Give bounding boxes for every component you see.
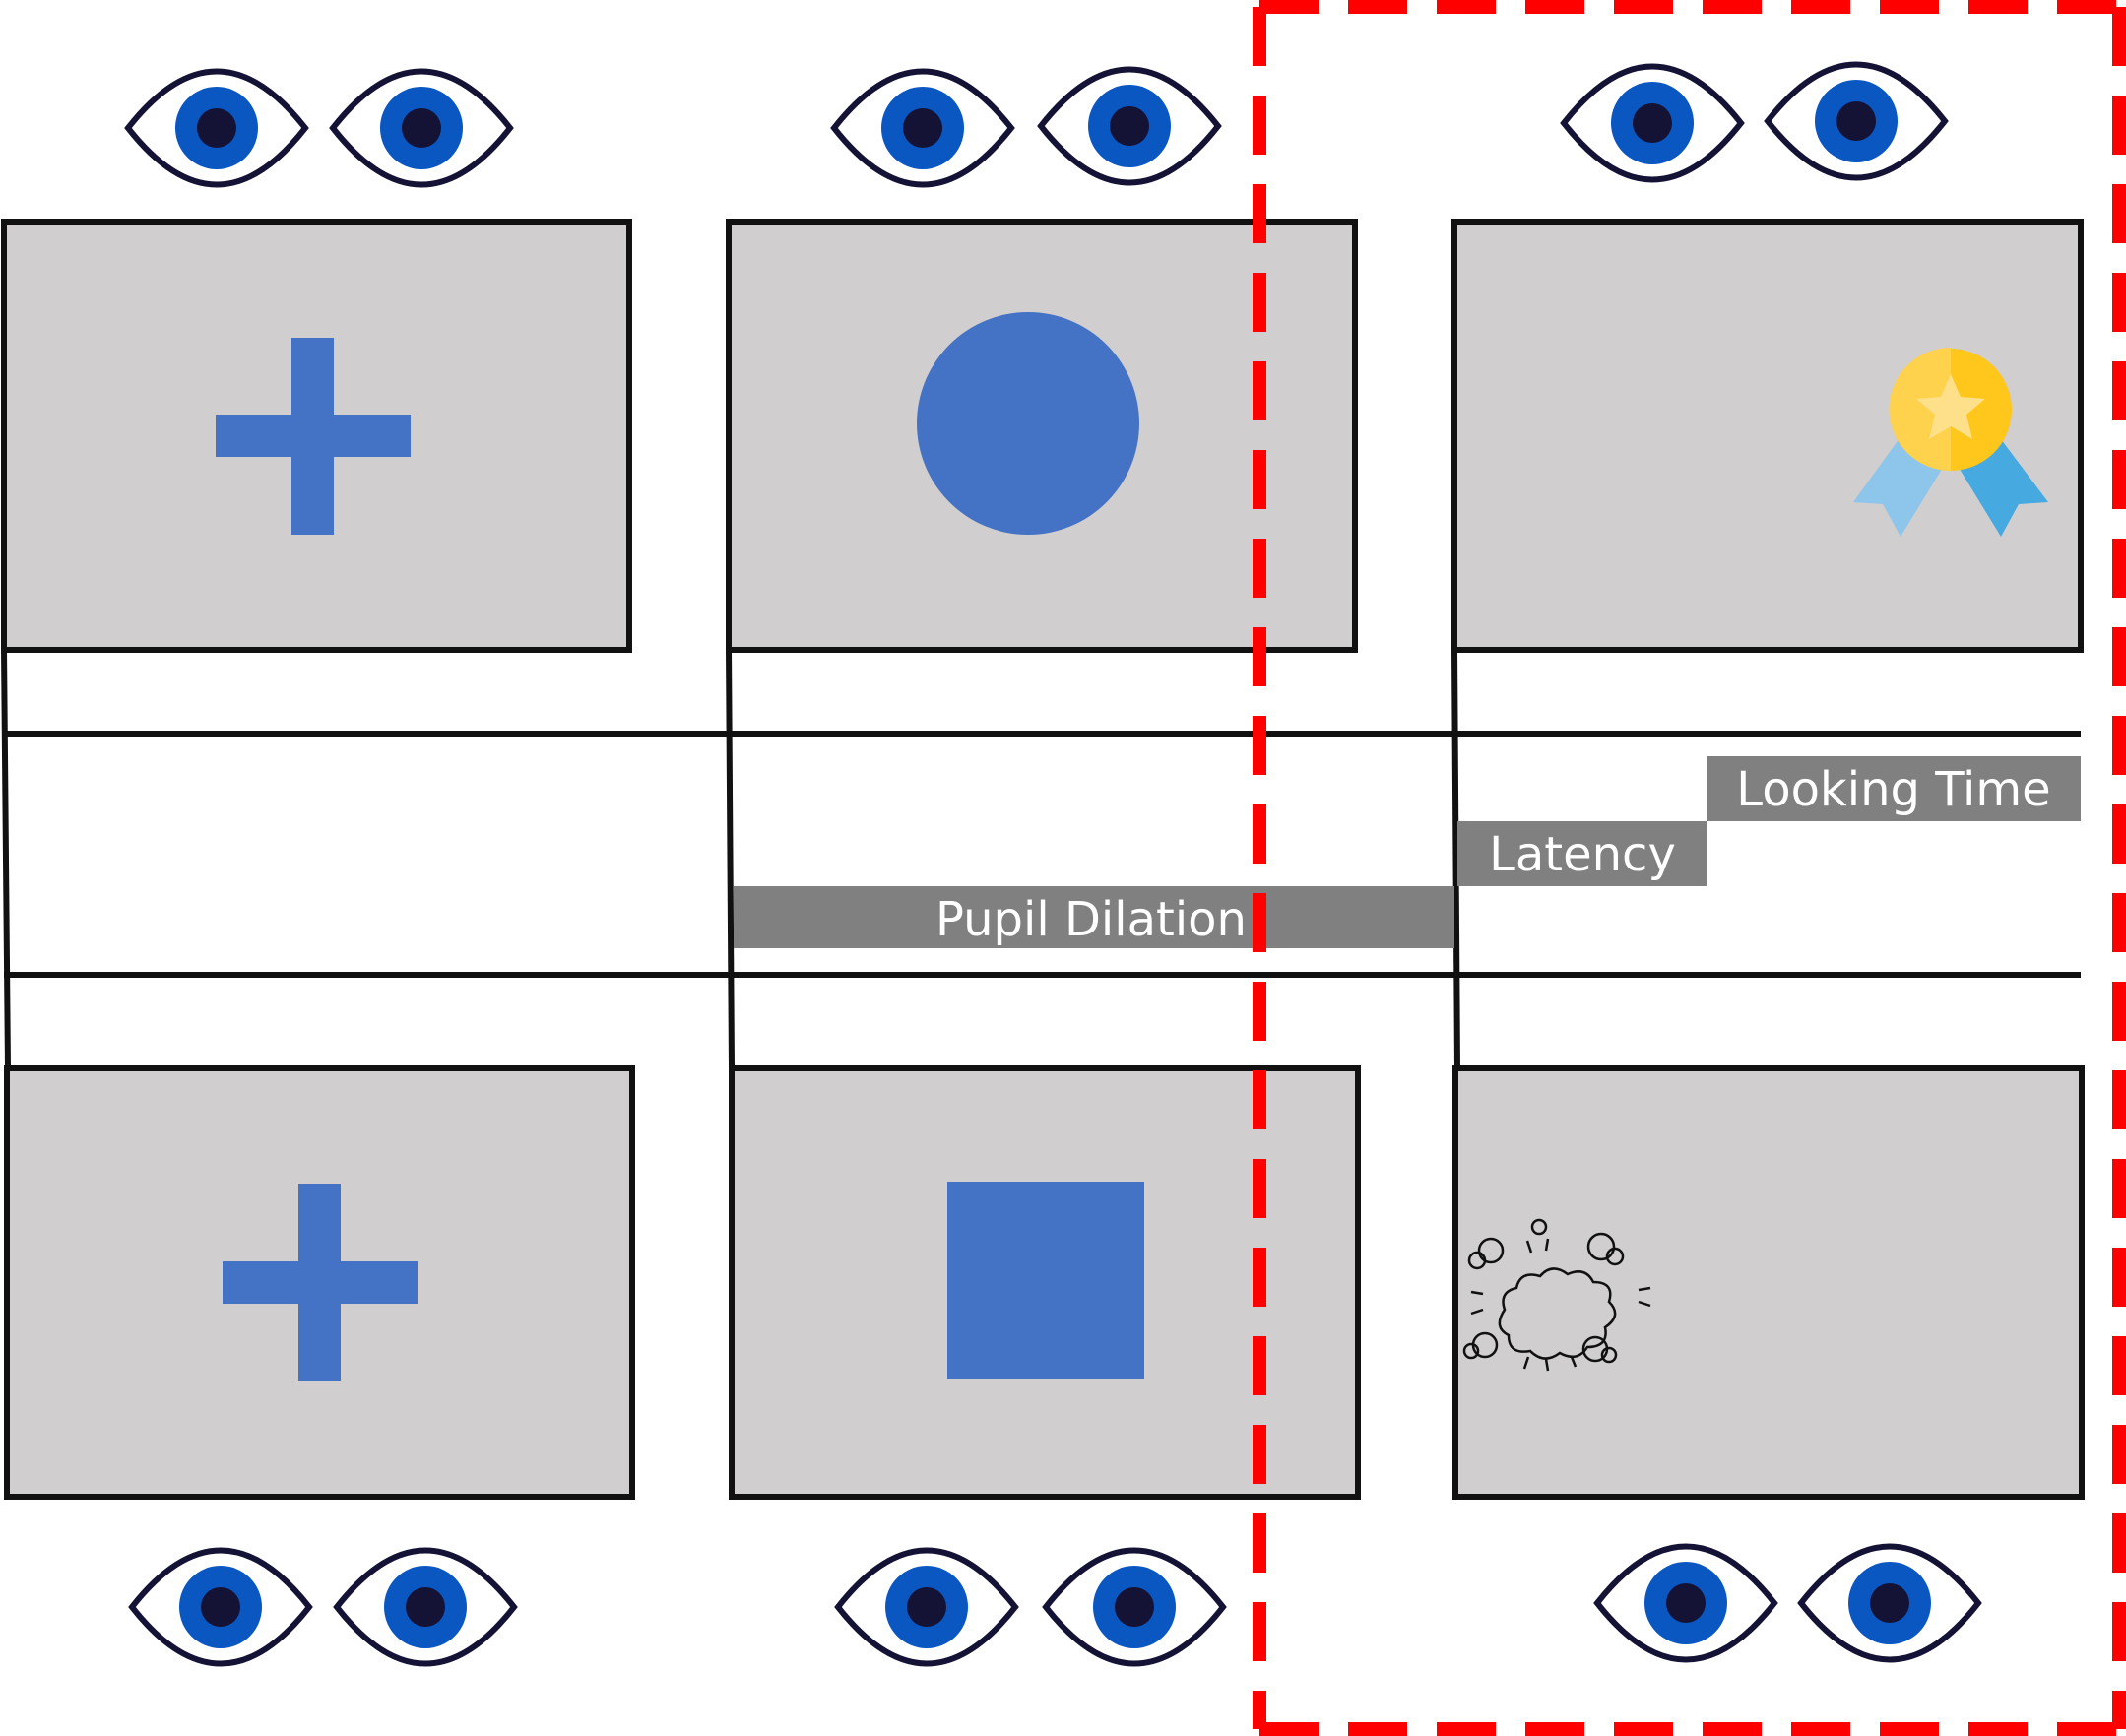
eye-icon [834,72,1011,185]
latency-label: Latency [1489,827,1676,882]
screen-top-reward [1451,219,2084,653]
plus-icon [216,338,411,535]
timeline-band [4,731,2081,978]
eye-icon [1041,70,1218,183]
latency-bar: Latency [1457,821,1707,886]
eye-icon [1046,1551,1223,1664]
pupil-dilation-label: Pupil Dilation [935,892,1247,947]
eyes-bottom-1 [132,1551,514,1664]
medal-icon [1853,348,2048,537]
eye-icon [1801,1547,1978,1660]
eye-icon [1768,65,1945,178]
eye-icon [337,1551,514,1664]
plus-icon [223,1184,418,1381]
square-icon [947,1182,1144,1379]
timeline-connectors [1,649,1460,1069]
eyes-top-2 [834,70,1218,185]
eye-icon [1597,1547,1774,1660]
eye-icon [838,1551,1015,1664]
screen-bottom-no-reward [1452,1065,2085,1500]
circle-icon [917,312,1139,535]
outcome-highlight-box [1253,0,2126,1736]
eyes-bottom-3 [1597,1547,1978,1660]
pupil-dilation-bar: Pupil Dilation [734,886,1454,948]
eye-icon [333,72,510,185]
eye-icon [132,1551,309,1664]
puff-cloud-icon [1462,1218,1651,1372]
eyes-bottom-2 [838,1551,1223,1664]
eye-icon [1564,67,1741,180]
eye-icon [128,72,305,185]
looking-time-bar: Looking Time [1707,756,2081,821]
eyes-top-3 [1564,65,1945,180]
looking-time-label: Looking Time [1736,762,2050,817]
eyes-top-1 [128,72,510,185]
